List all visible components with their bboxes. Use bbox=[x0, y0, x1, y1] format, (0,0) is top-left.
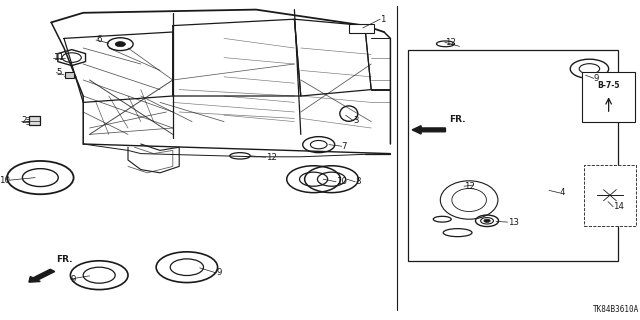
Bar bbox=[349, 24, 374, 33]
Text: 14: 14 bbox=[613, 202, 624, 211]
Text: 2: 2 bbox=[21, 116, 27, 125]
Circle shape bbox=[484, 219, 490, 222]
FancyArrow shape bbox=[29, 269, 55, 282]
Bar bbox=[582, 72, 635, 122]
Text: TK84B3610A: TK84B3610A bbox=[593, 305, 639, 314]
Text: 1: 1 bbox=[380, 15, 386, 24]
Text: 13: 13 bbox=[508, 218, 518, 227]
Text: FR.: FR. bbox=[56, 255, 72, 264]
FancyArrow shape bbox=[412, 126, 445, 134]
Text: 12: 12 bbox=[464, 182, 475, 191]
Text: 3: 3 bbox=[353, 116, 359, 125]
Text: FR.: FR. bbox=[449, 115, 465, 124]
Text: B-7-5: B-7-5 bbox=[597, 81, 620, 90]
Text: 10: 10 bbox=[0, 176, 10, 185]
Text: 10: 10 bbox=[336, 177, 347, 186]
Text: 4: 4 bbox=[560, 188, 566, 197]
Text: 8: 8 bbox=[355, 177, 361, 186]
Circle shape bbox=[115, 42, 125, 47]
Text: 7: 7 bbox=[342, 142, 348, 151]
Text: 9: 9 bbox=[594, 74, 599, 83]
Text: 12: 12 bbox=[266, 153, 276, 162]
Text: 5: 5 bbox=[56, 68, 62, 77]
Bar bbox=[584, 165, 636, 226]
Bar bbox=[408, 50, 618, 261]
Text: 12: 12 bbox=[445, 38, 456, 47]
Text: 11: 11 bbox=[53, 53, 64, 62]
Bar bbox=[29, 116, 40, 125]
Text: 9: 9 bbox=[70, 275, 76, 284]
Bar bbox=[65, 72, 74, 78]
Text: 6: 6 bbox=[96, 36, 102, 44]
Text: 9: 9 bbox=[216, 268, 221, 277]
